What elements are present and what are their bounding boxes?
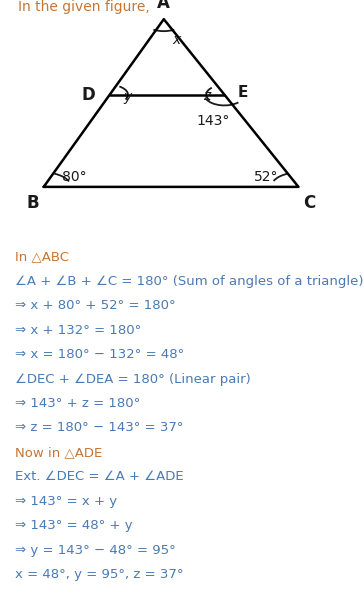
Text: B: B <box>27 194 39 212</box>
Text: ⇒ 143° + z = 180°: ⇒ 143° + z = 180° <box>15 397 140 410</box>
Text: ⇒ 143° = x + y: ⇒ 143° = x + y <box>15 495 117 508</box>
Text: ∠DEC + ∠DEA = 180° (Linear pair): ∠DEC + ∠DEA = 180° (Linear pair) <box>15 373 250 386</box>
Text: y: y <box>124 90 132 104</box>
Text: In △ABC: In △ABC <box>15 250 68 264</box>
Text: E: E <box>237 84 248 100</box>
Text: ⇒ x + 132° = 180°: ⇒ x + 132° = 180° <box>15 323 141 337</box>
Text: ⇒ 143° = 48° + y: ⇒ 143° = 48° + y <box>15 519 132 533</box>
Text: x: x <box>173 32 181 47</box>
Text: ⇒ y = 143° − 48° = 95°: ⇒ y = 143° − 48° = 95° <box>15 544 175 556</box>
Text: In the given figure,: In the given figure, <box>18 0 150 14</box>
Text: D: D <box>82 86 95 104</box>
Text: ⇒ x = 180° − 132° = 48°: ⇒ x = 180° − 132° = 48° <box>15 348 184 361</box>
Text: 52°: 52° <box>253 170 278 184</box>
Text: Now in △ADE: Now in △ADE <box>15 446 102 459</box>
Text: 143°: 143° <box>197 114 230 128</box>
Text: ⇒ x + 80° + 52° = 180°: ⇒ x + 80° + 52° = 180° <box>15 300 175 312</box>
Text: Ext. ∠DEC = ∠A + ∠ADE: Ext. ∠DEC = ∠A + ∠ADE <box>15 470 183 483</box>
Text: z: z <box>203 89 210 103</box>
Text: C: C <box>303 194 316 212</box>
Text: A: A <box>157 0 170 12</box>
Text: ⇒ z = 180° − 143° = 37°: ⇒ z = 180° − 143° = 37° <box>15 422 183 434</box>
Text: x = 48°, y = 95°, z = 37°: x = 48°, y = 95°, z = 37° <box>15 568 183 581</box>
Text: ∠A + ∠B + ∠C = 180° (Sum of angles of a triangle): ∠A + ∠B + ∠C = 180° (Sum of angles of a … <box>15 275 363 288</box>
Text: 80°: 80° <box>62 170 87 184</box>
